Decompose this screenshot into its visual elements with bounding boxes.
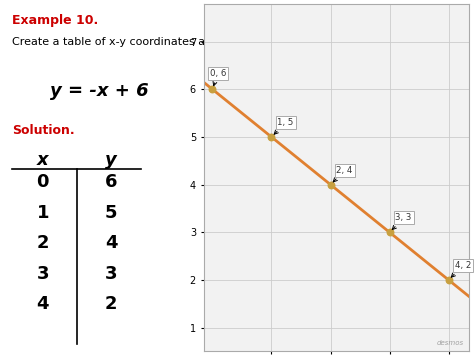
Text: 6: 6 — [105, 173, 117, 191]
Text: 5: 5 — [105, 204, 117, 222]
Text: 3, 3: 3, 3 — [392, 213, 412, 230]
Point — [327, 182, 334, 187]
Text: 3: 3 — [105, 265, 117, 283]
Text: 4: 4 — [36, 295, 49, 313]
Text: y = -x + 6: y = -x + 6 — [50, 82, 149, 100]
Text: Solution.: Solution. — [12, 124, 75, 137]
Text: y: y — [105, 152, 117, 169]
Text: 1: 1 — [36, 204, 49, 222]
Text: 2: 2 — [36, 234, 49, 252]
Text: 0: 0 — [36, 173, 49, 191]
Text: 2, 4: 2, 4 — [333, 166, 353, 182]
Text: 3: 3 — [36, 265, 49, 283]
Text: x: x — [37, 152, 48, 169]
Point — [268, 134, 275, 140]
Text: 4: 4 — [105, 234, 117, 252]
Text: Example 10.: Example 10. — [12, 14, 99, 27]
Text: desmos: desmos — [437, 340, 464, 346]
Text: 1, 5: 1, 5 — [274, 118, 294, 134]
Text: Create a table of x-y coordinates and graph the function.: Create a table of x-y coordinates and gr… — [12, 37, 331, 47]
Point — [386, 229, 393, 235]
Text: 0, 6: 0, 6 — [210, 69, 226, 86]
Text: 4, 2: 4, 2 — [451, 261, 471, 277]
Point — [445, 277, 452, 283]
Point — [209, 87, 216, 92]
Text: 2: 2 — [105, 295, 117, 313]
